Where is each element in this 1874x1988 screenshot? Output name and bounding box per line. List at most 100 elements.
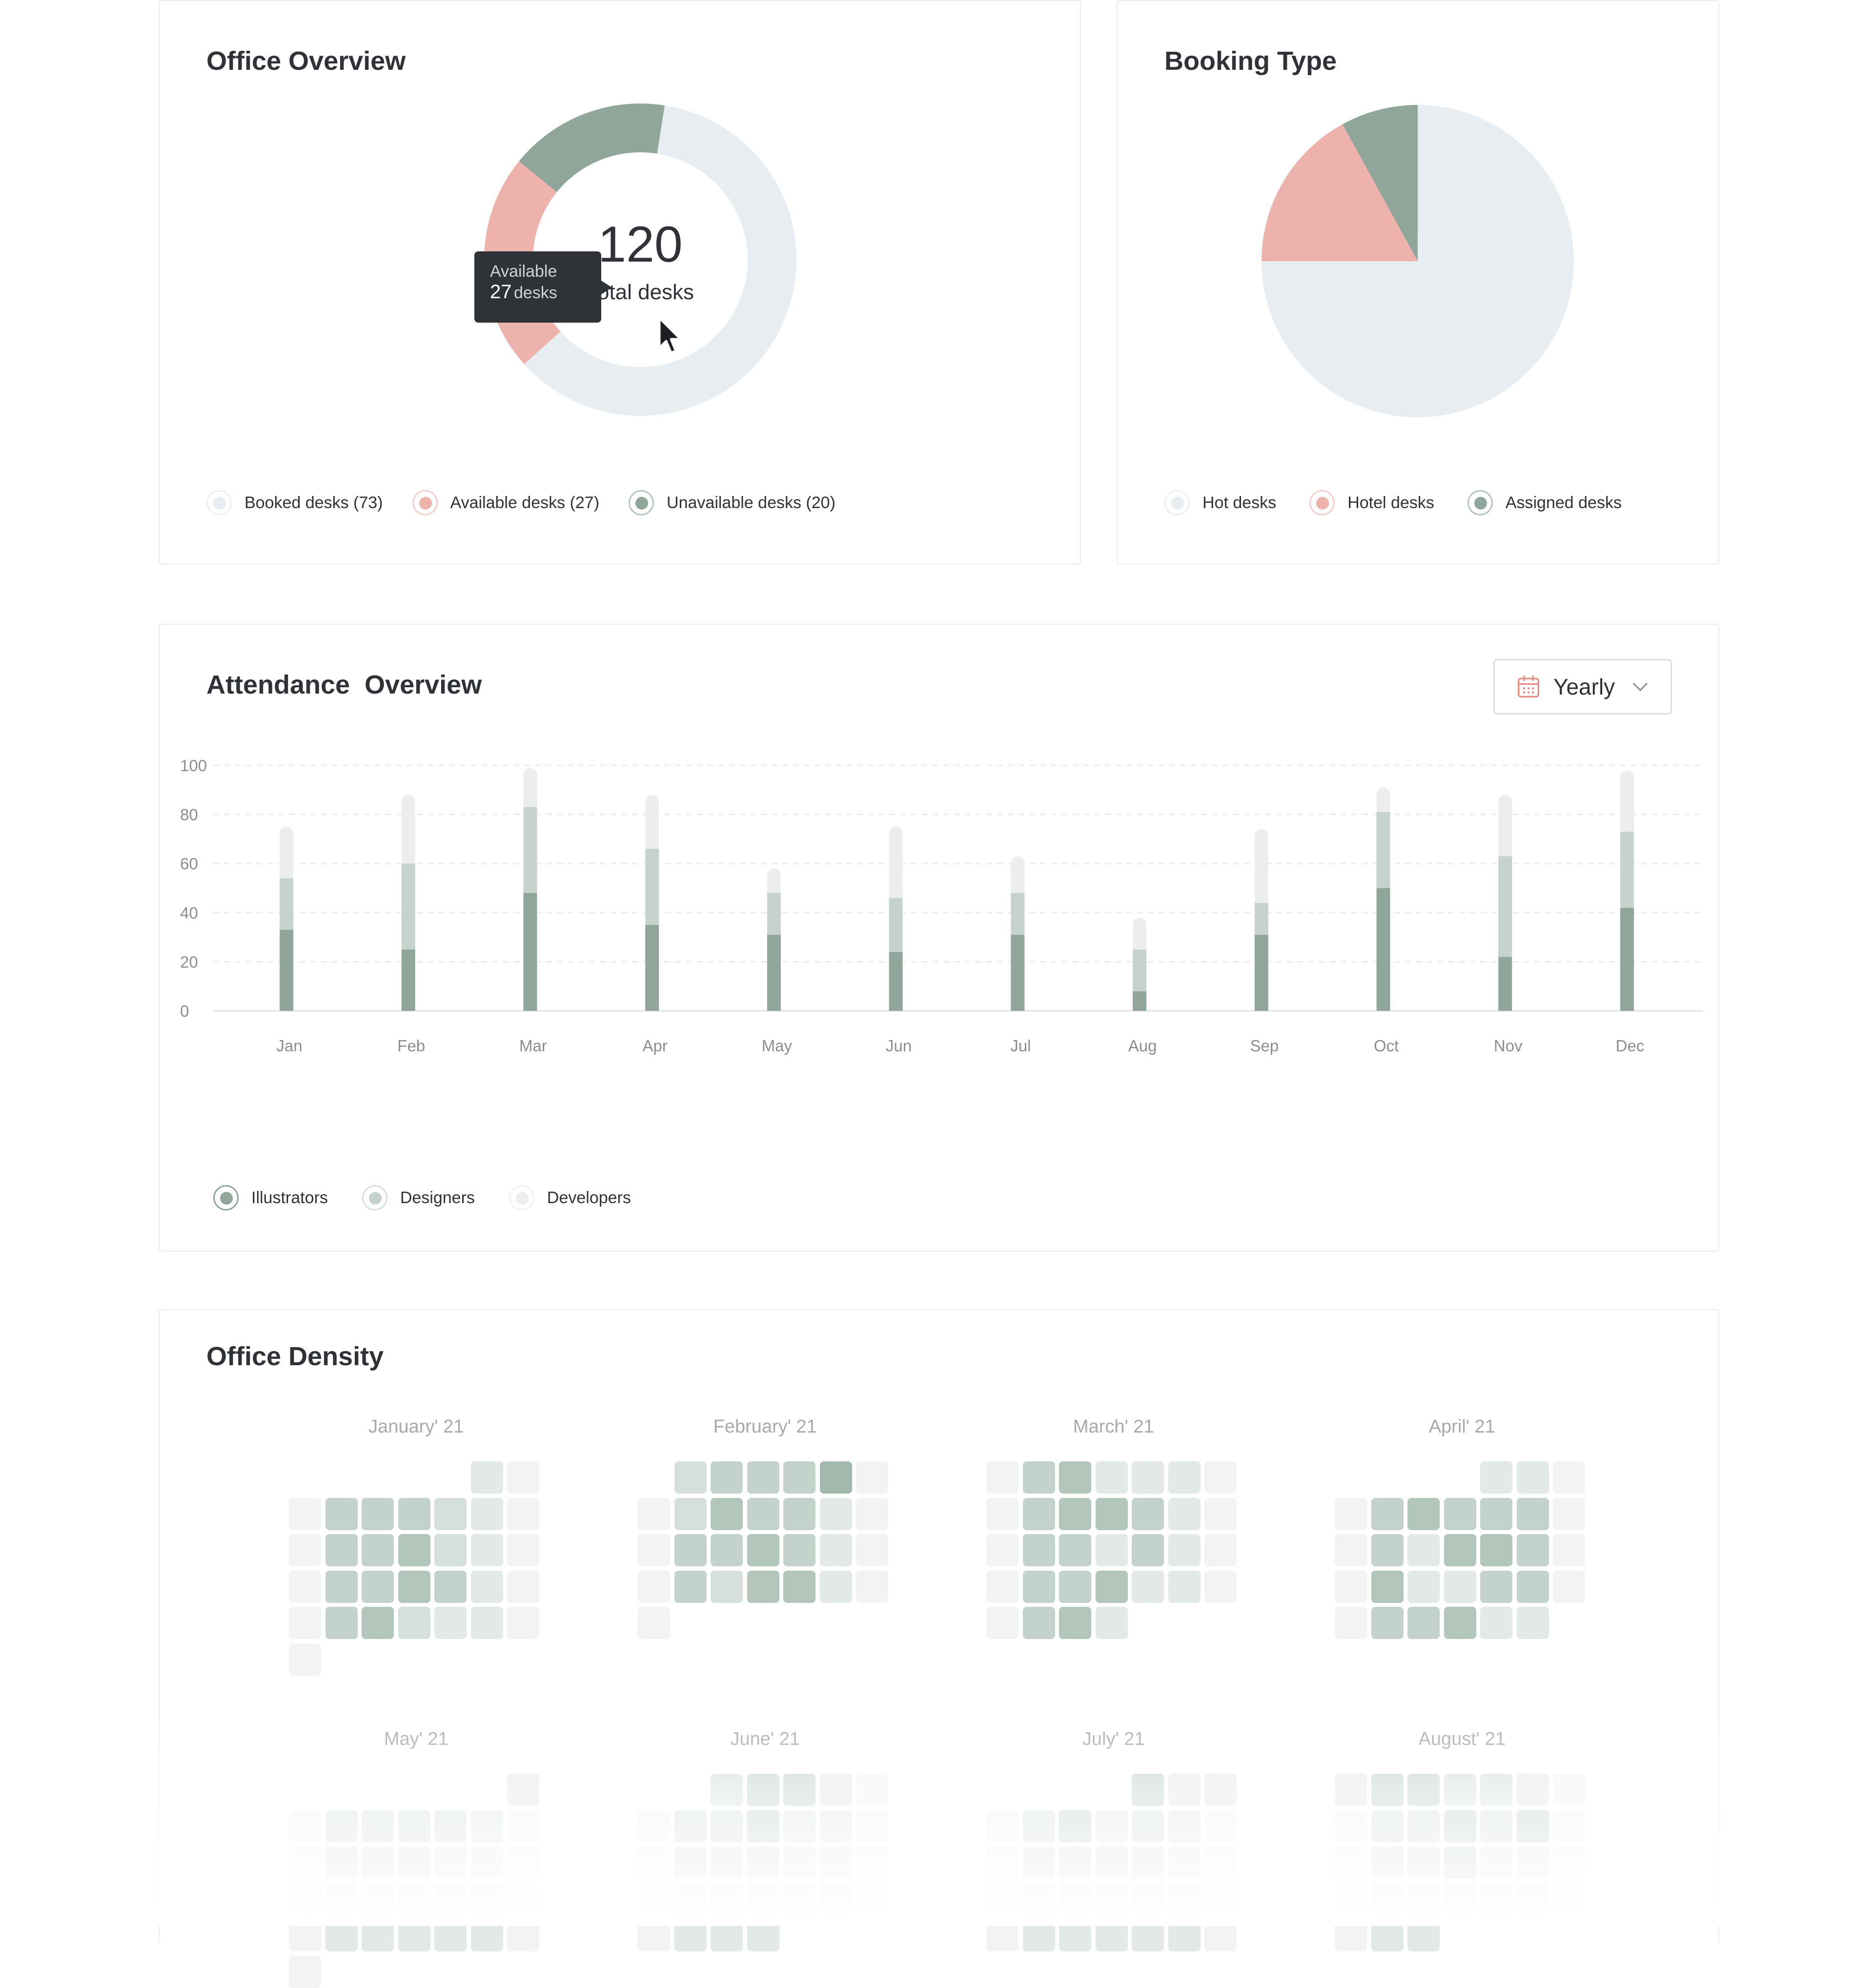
density-day-cell[interactable]	[507, 1846, 539, 1879]
bar-segment-designers[interactable]	[1376, 812, 1390, 888]
booking-type-pie-chart[interactable]	[1259, 102, 1576, 420]
density-day-cell[interactable]	[1480, 1883, 1512, 1915]
density-day-cell[interactable]	[470, 1497, 503, 1530]
density-day-cell[interactable]	[507, 1497, 539, 1530]
density-day-cell[interactable]	[1371, 1497, 1404, 1530]
density-day-cell[interactable]	[1204, 1810, 1237, 1843]
legend-available-desks[interactable]: Available desks (27)	[412, 490, 599, 515]
density-day-cell[interactable]	[638, 1497, 670, 1530]
density-day-cell[interactable]	[289, 1643, 321, 1676]
density-day-cell[interactable]	[434, 1883, 467, 1915]
density-day-cell[interactable]	[325, 1883, 358, 1915]
density-day-cell[interactable]	[1335, 1846, 1367, 1879]
density-day-cell[interactable]	[1553, 1774, 1585, 1806]
bar-segment-developers[interactable]	[1498, 795, 1512, 857]
density-day-cell[interactable]	[1371, 1919, 1404, 1951]
density-day-cell[interactable]	[362, 1810, 394, 1843]
density-day-cell[interactable]	[1132, 1919, 1164, 1951]
density-day-cell[interactable]	[1132, 1461, 1164, 1494]
density-day-cell[interactable]	[1059, 1461, 1091, 1494]
density-day-cell[interactable]	[711, 1919, 743, 1951]
density-day-cell[interactable]	[1059, 1534, 1091, 1566]
bar-segment-illustrators[interactable]	[1254, 935, 1268, 1011]
density-day-cell[interactable]	[362, 1607, 394, 1639]
bar-segment-designers[interactable]	[1011, 893, 1025, 935]
density-day-cell[interactable]	[434, 1607, 467, 1639]
density-day-cell[interactable]	[1022, 1846, 1055, 1879]
density-day-cell[interactable]	[986, 1607, 1018, 1639]
density-day-cell[interactable]	[362, 1919, 394, 1951]
density-day-cell[interactable]	[747, 1810, 779, 1843]
bar-segment-designers[interactable]	[280, 878, 293, 930]
density-day-cell[interactable]	[1444, 1883, 1476, 1915]
density-day-cell[interactable]	[362, 1846, 394, 1879]
density-day-cell[interactable]	[1407, 1919, 1440, 1951]
density-day-cell[interactable]	[1022, 1883, 1055, 1915]
density-day-cell[interactable]	[507, 1607, 539, 1639]
density-day-cell[interactable]	[1059, 1846, 1091, 1879]
density-day-cell[interactable]	[1444, 1774, 1476, 1806]
density-day-cell[interactable]	[856, 1774, 888, 1806]
bar-segment-developers[interactable]	[1376, 787, 1390, 812]
density-day-cell[interactable]	[1371, 1774, 1404, 1806]
density-day-cell[interactable]	[1371, 1810, 1404, 1843]
density-day-cell[interactable]	[986, 1534, 1018, 1566]
density-day-cell[interactable]	[674, 1461, 707, 1494]
density-day-cell[interactable]	[362, 1534, 394, 1566]
density-day-cell[interactable]	[711, 1810, 743, 1843]
density-day-cell[interactable]	[1480, 1534, 1512, 1566]
density-day-cell[interactable]	[819, 1534, 852, 1566]
density-day-cell[interactable]	[1553, 1461, 1585, 1494]
bar-segment-designers[interactable]	[889, 898, 903, 952]
density-day-cell[interactable]	[638, 1883, 670, 1915]
bar-segment-designers[interactable]	[767, 893, 781, 935]
density-day-cell[interactable]	[638, 1607, 670, 1639]
density-day-cell[interactable]	[398, 1919, 430, 1951]
density-day-cell[interactable]	[470, 1461, 503, 1494]
density-day-cell[interactable]	[1168, 1919, 1201, 1951]
legend-illustrators[interactable]: Illustrators	[213, 1185, 328, 1210]
density-day-cell[interactable]	[1371, 1607, 1404, 1639]
density-day-cell[interactable]	[1516, 1774, 1549, 1806]
density-day-cell[interactable]	[1168, 1846, 1201, 1879]
density-day-cell[interactable]	[325, 1570, 358, 1603]
density-day-cell[interactable]	[1516, 1461, 1549, 1494]
bar-mar[interactable]	[523, 768, 537, 1011]
density-day-cell[interactable]	[289, 1955, 321, 1988]
density-day-cell[interactable]	[1095, 1919, 1128, 1951]
density-day-cell[interactable]	[362, 1570, 394, 1603]
density-day-cell[interactable]	[1480, 1846, 1512, 1879]
density-day-cell[interactable]	[986, 1919, 1018, 1951]
density-day-cell[interactable]	[1516, 1570, 1549, 1603]
density-day-cell[interactable]	[1335, 1534, 1367, 1566]
bar-segment-developers[interactable]	[523, 768, 537, 807]
bar-segment-designers[interactable]	[1498, 856, 1512, 957]
density-day-cell[interactable]	[398, 1883, 430, 1915]
density-day-cell[interactable]	[398, 1534, 430, 1566]
density-day-cell[interactable]	[783, 1774, 815, 1806]
density-day-cell[interactable]	[1480, 1461, 1512, 1494]
density-day-cell[interactable]	[1095, 1810, 1128, 1843]
density-day-cell[interactable]	[1553, 1810, 1585, 1843]
density-day-cell[interactable]	[1553, 1534, 1585, 1566]
bar-segment-illustrators[interactable]	[280, 930, 293, 1011]
legend-booked-desks[interactable]: Booked desks (73)	[206, 490, 383, 515]
density-day-cell[interactable]	[1553, 1497, 1585, 1530]
density-day-cell[interactable]	[747, 1497, 779, 1530]
density-day-cell[interactable]	[1335, 1883, 1367, 1915]
density-day-cell[interactable]	[986, 1810, 1018, 1843]
density-day-cell[interactable]	[674, 1497, 707, 1530]
density-day-cell[interactable]	[1168, 1810, 1201, 1843]
bar-segment-illustrators[interactable]	[401, 949, 415, 1011]
density-day-cell[interactable]	[1204, 1461, 1237, 1494]
density-day-cell[interactable]	[1059, 1497, 1091, 1530]
density-day-cell[interactable]	[398, 1497, 430, 1530]
density-day-cell[interactable]	[1095, 1497, 1128, 1530]
attendance-bar-chart[interactable]: 0 20 40 60 80 100 Jan Feb Mar Apr May Jun Jul Aug Sep O…	[160, 722, 1719, 1093]
density-day-cell[interactable]	[711, 1774, 743, 1806]
density-day-cell[interactable]	[470, 1883, 503, 1915]
density-day-cell[interactable]	[1480, 1570, 1512, 1603]
density-day-cell[interactable]	[986, 1570, 1018, 1603]
density-day-cell[interactable]	[1204, 1534, 1237, 1566]
density-day-cell[interactable]	[1059, 1607, 1091, 1639]
